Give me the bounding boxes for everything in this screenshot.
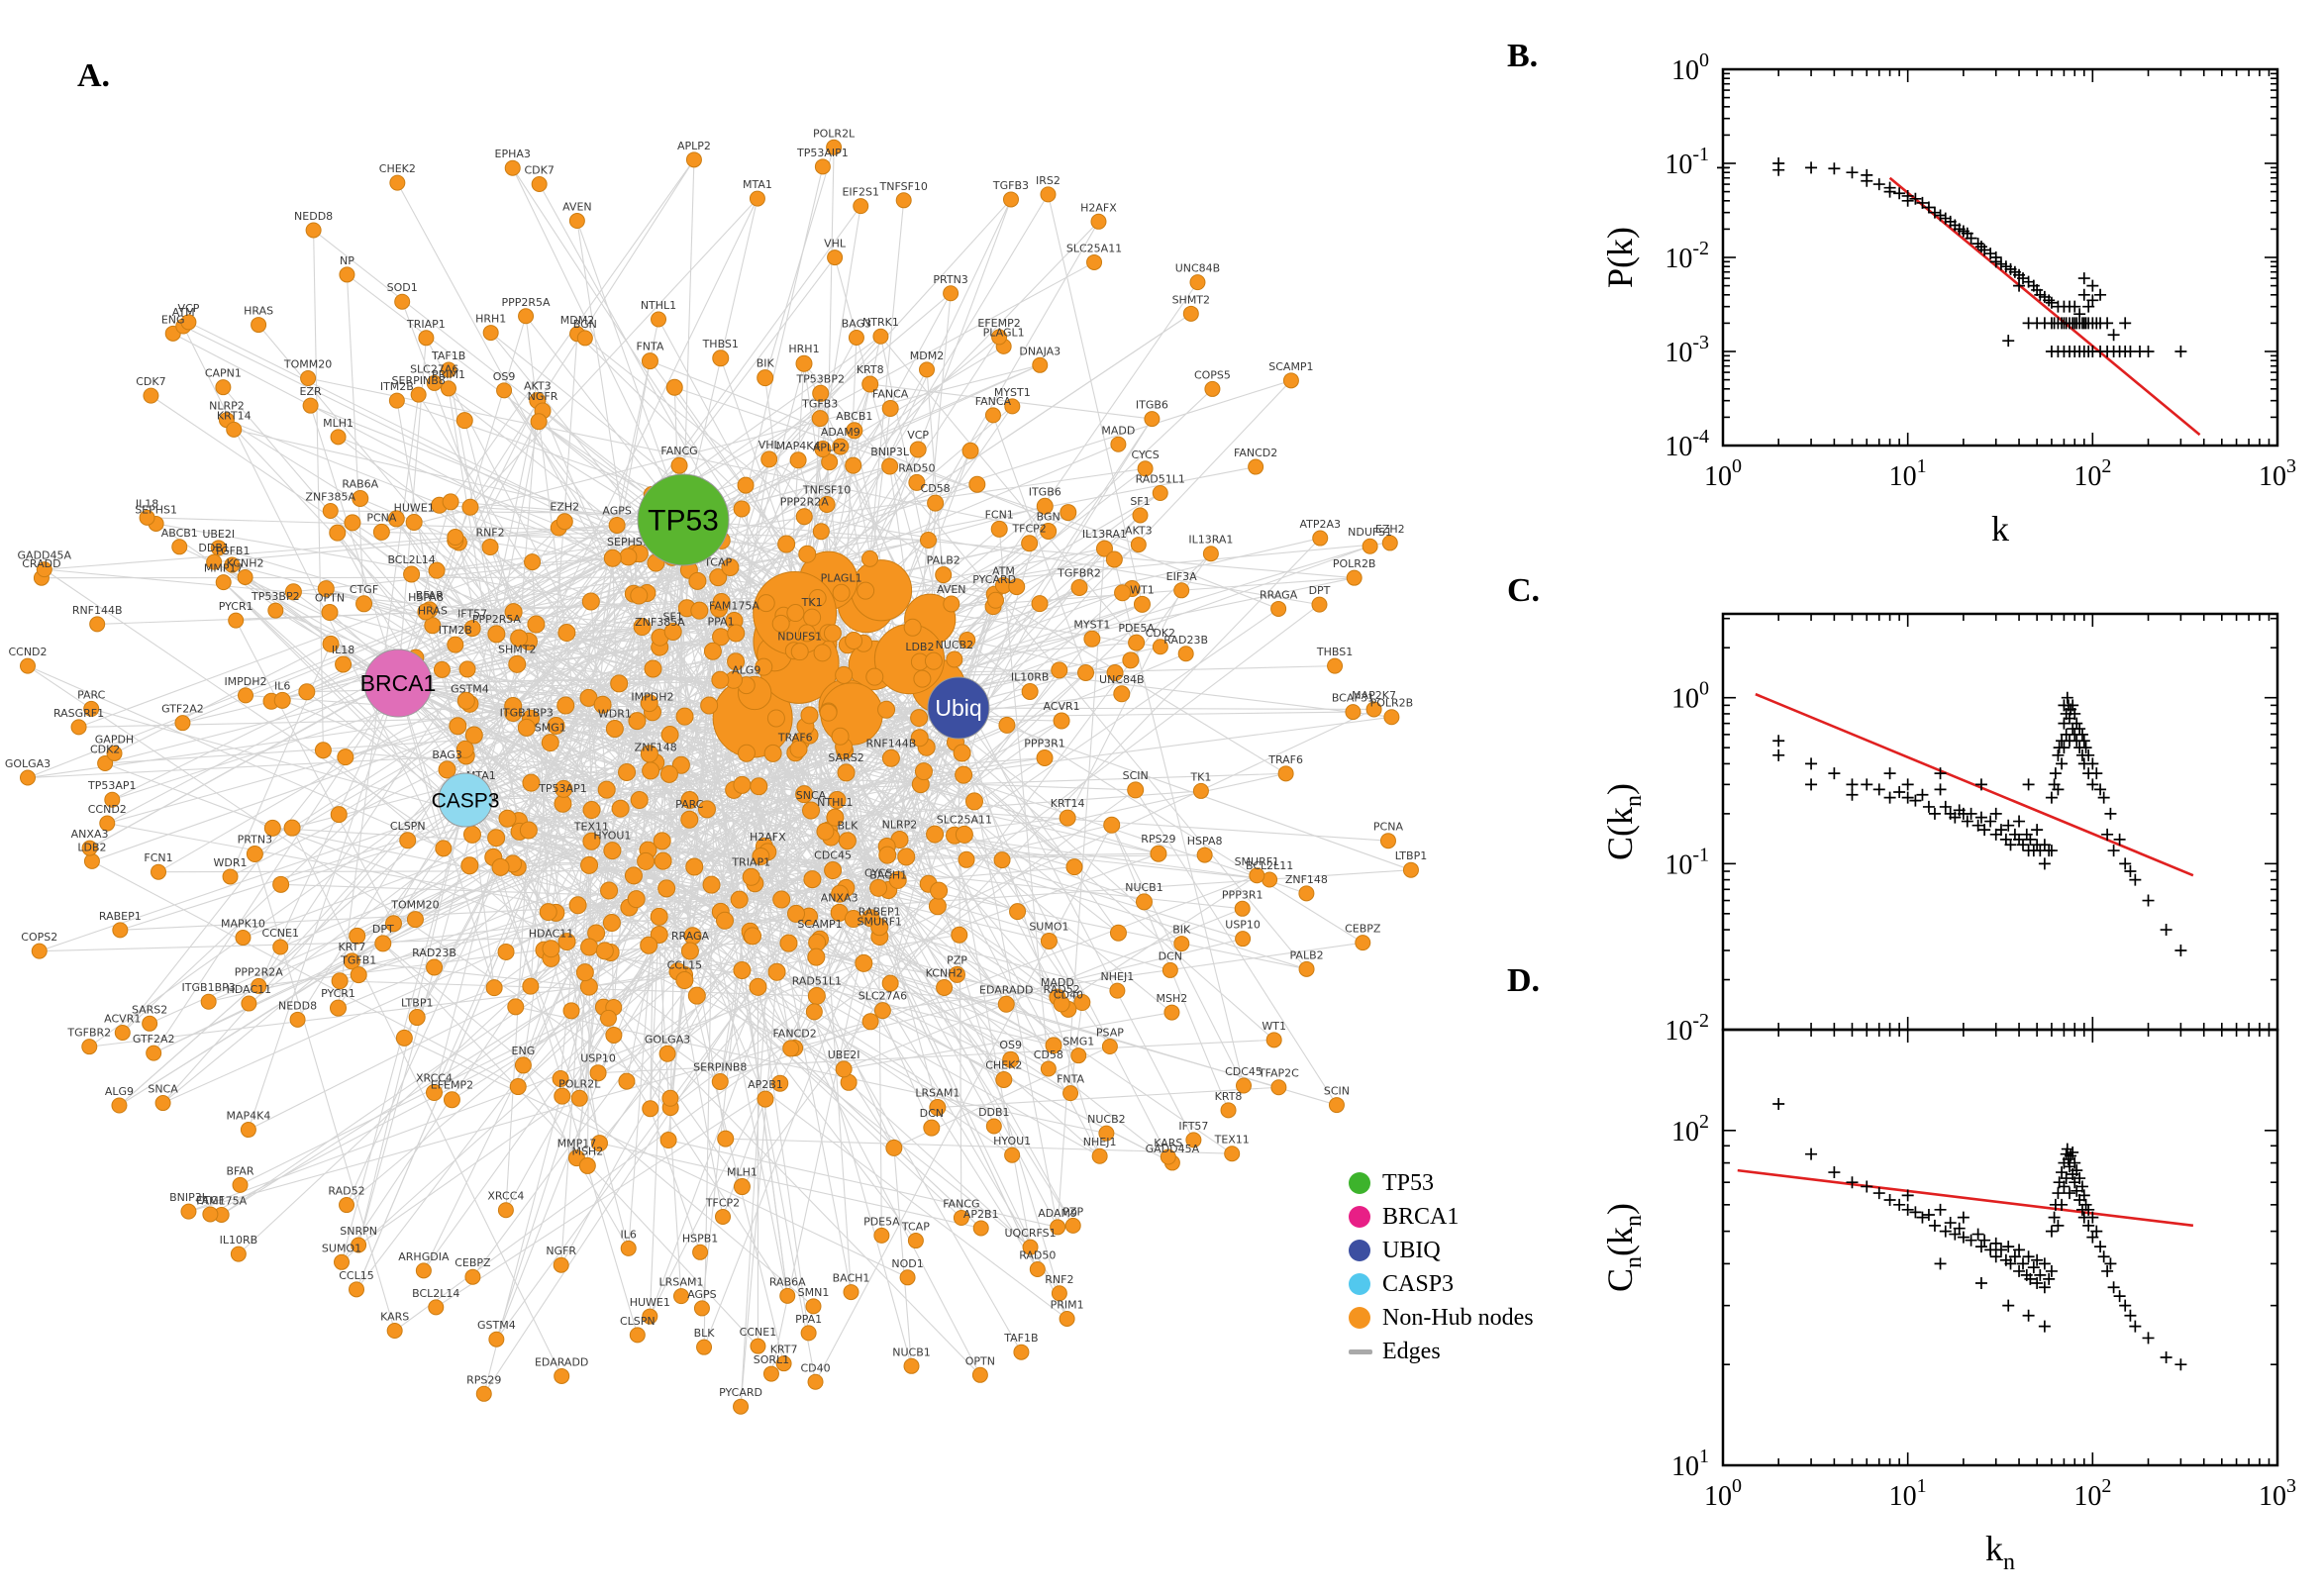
plot-frame	[1721, 1028, 2279, 1467]
panel-a-label: A.	[77, 57, 111, 94]
scatter-points	[1717, 157, 2187, 357]
legend-item-label: Non-Hub nodes	[1382, 1304, 1534, 1331]
legend-item-label: UBIQ	[1382, 1237, 1441, 1263]
hub-node-casp3: CASP3	[432, 772, 499, 828]
legend-item-label: BRCA1	[1382, 1203, 1460, 1230]
svg-text:101: 101	[1671, 1446, 1709, 1482]
axis-titles: kn Cn(kn)	[1600, 1203, 2015, 1575]
legend-item-label: TP53	[1382, 1169, 1435, 1196]
legend-item-brca1: BRCA1	[1349, 1200, 1534, 1234]
hub-node-tp53: TP53	[637, 473, 730, 566]
legend-item-casp3: CASP3	[1349, 1267, 1534, 1301]
network-nodes	[20, 139, 1419, 1415]
axis-titles: kP(k)	[1600, 227, 2009, 549]
svg-text:103: 103	[2259, 1475, 2296, 1512]
node-swatch-icon	[1349, 1206, 1370, 1228]
legend-item-ubiq: UBIQ	[1349, 1234, 1534, 1267]
scatter-points	[1772, 1098, 2187, 1371]
legend-item-label: CASP3	[1382, 1270, 1455, 1297]
legend-item-edges: Edges	[1349, 1335, 1534, 1368]
hub-node-brca1: BRCA1	[360, 648, 436, 718]
gene-labels: TCAPSMG1PLAGL1LDB2GSTM4FAM175ARAD51L1BAC…	[5, 127, 1427, 1399]
svg-text:102: 102	[1671, 1111, 1709, 1147]
protein-network-graph: TCAPSMG1PLAGL1LDB2GSTM4FAM175ARAD51L1BAC…	[5, 127, 1427, 1415]
node-swatch-icon	[1349, 1273, 1370, 1295]
svg-text:101: 101	[1889, 1475, 1927, 1512]
hub-node-ubiq: Ubiq	[927, 676, 990, 740]
legend-item-tp53: TP53	[1349, 1166, 1534, 1200]
power-law-fit-line	[1737, 1168, 2194, 1228]
node-swatch-icon	[1349, 1307, 1370, 1329]
power-law-fit-line	[1888, 176, 2201, 437]
panel-d-label: D.	[1507, 962, 1541, 999]
svg-text:Cn(kn): Cn(kn)	[1600, 1203, 1647, 1292]
axis-ticks	[1722, 68, 2278, 447]
network-legend: TP53 BRCA1 UBIQ CASP3 Non-Hub nodes Edges	[1349, 1166, 1534, 1368]
svg-text:100: 100	[1704, 1475, 1742, 1512]
panel-c-label: C.	[1507, 572, 1541, 609]
legend-item-label: Edges	[1382, 1338, 1441, 1364]
svg-text:kn: kn	[1985, 1529, 2015, 1575]
panel-b-label: B.	[1507, 38, 1539, 74]
axis-titles: C(kn)	[1600, 783, 1647, 860]
legend-item-non-hub-nodes: Non-Hub nodes	[1349, 1301, 1534, 1335]
hub-nodes: TP53 BRCA1 Ubiq CASP3	[360, 473, 990, 828]
axis-ticks	[1722, 1029, 2278, 1466]
node-swatch-icon	[1349, 1240, 1370, 1261]
scatter-points	[1772, 691, 2187, 957]
node-swatch-icon	[1349, 1172, 1370, 1194]
edge-swatch-icon	[1349, 1348, 1372, 1354]
svg-text:102: 102	[2073, 1475, 2111, 1512]
